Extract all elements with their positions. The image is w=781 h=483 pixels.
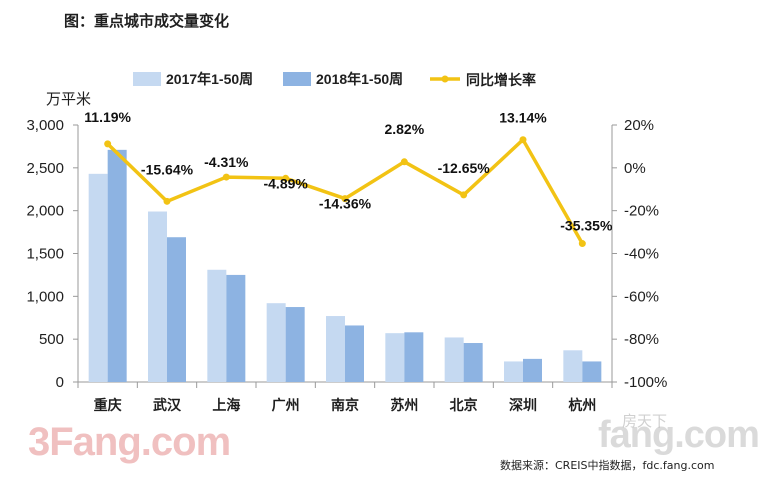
growth-line: 11.19% -15.64% -4.31% -4.89% -14.36% 2.82% -12… bbox=[84, 109, 613, 248]
y-axis-left-unit: 万平米 bbox=[46, 90, 91, 108]
growth-data-label: -14.36% bbox=[319, 196, 372, 212]
category-label: 上海 bbox=[212, 397, 240, 414]
source-note: 数据来源：CREIS中指数据，fdc.fang.com bbox=[500, 459, 715, 472]
category-label: 北京 bbox=[450, 397, 478, 414]
growth-point bbox=[341, 195, 349, 203]
growth-data-label: 11.19% bbox=[84, 109, 131, 125]
category-label: 重庆 bbox=[94, 397, 122, 414]
bar-2017 bbox=[385, 333, 405, 382]
legend-swatch-2018 bbox=[283, 72, 311, 86]
growth-point bbox=[222, 173, 230, 181]
legend-swatch-2017 bbox=[133, 72, 161, 86]
bar-2018 bbox=[404, 332, 424, 382]
bar-2018 bbox=[523, 358, 542, 382]
growth-data-label: 2.82% bbox=[384, 121, 424, 137]
growth-point bbox=[519, 136, 527, 144]
bar-2017 bbox=[444, 337, 464, 382]
y-right-tick-label: 20% bbox=[624, 117, 654, 134]
legend-label-2018: 2018年1-50周 bbox=[316, 71, 403, 87]
category-label: 深圳 bbox=[509, 397, 537, 414]
bar-2017 bbox=[148, 211, 167, 382]
category-labels: 重庆 武汉 上海 广州 南京 苏州 北京 深圳 杭州 bbox=[94, 397, 597, 414]
category-label: 苏州 bbox=[390, 397, 418, 414]
chart-title: 图：重点城市成交量变化 bbox=[64, 12, 230, 30]
growth-data-label: -35.35% bbox=[560, 218, 613, 234]
bar-2017 bbox=[504, 361, 523, 382]
bar-2018 bbox=[463, 343, 483, 382]
growth-point bbox=[578, 240, 586, 248]
bar-2017 bbox=[88, 173, 108, 382]
growth-data-label: -15.64% bbox=[141, 161, 194, 177]
y-right-tick-label: -60% bbox=[624, 288, 659, 305]
bar-2018 bbox=[226, 274, 246, 382]
bar-2018 bbox=[582, 361, 602, 382]
growth-point bbox=[163, 197, 171, 205]
legend-marker-growth bbox=[441, 75, 449, 83]
bar-2018 bbox=[167, 237, 186, 382]
watermark-logo-left: 3Fang.com bbox=[28, 420, 231, 464]
growth-data-label: 13.14% bbox=[499, 110, 547, 126]
bar-2018 bbox=[107, 149, 127, 382]
category-label: 杭州 bbox=[568, 397, 596, 414]
growth-line-path bbox=[106, 137, 584, 245]
y-left-tick-label: 3,000 bbox=[26, 117, 64, 134]
bar-2017 bbox=[266, 303, 286, 382]
category-label: 南京 bbox=[331, 397, 359, 414]
y-right-tick-label: -80% bbox=[624, 331, 659, 348]
bar-2017 bbox=[563, 350, 583, 382]
y-right-tick-label: -20% bbox=[624, 203, 659, 220]
growth-data-label: -4.89% bbox=[263, 175, 308, 191]
bars bbox=[88, 149, 602, 382]
watermark-logo-right: fang.com bbox=[598, 414, 760, 456]
y-left-tick-label: 2,500 bbox=[26, 160, 64, 177]
bar-2017 bbox=[326, 316, 345, 382]
legend-label-2017: 2017年1-50周 bbox=[166, 71, 253, 87]
y-left-tick-label: 0 bbox=[56, 374, 64, 391]
watermark-logo-small: 房天下 bbox=[622, 412, 668, 430]
growth-data-label: -12.65% bbox=[438, 160, 491, 176]
category-label: 广州 bbox=[272, 397, 300, 414]
legend: 2017年1-50周 2018年1-50周 同比增长率 bbox=[133, 71, 536, 88]
growth-point bbox=[460, 191, 468, 199]
y-left-tick-label: 500 bbox=[39, 331, 64, 348]
y-right-tick-label: -100% bbox=[624, 374, 667, 391]
bar-2018 bbox=[345, 325, 364, 382]
y-left-tick-label: 1,500 bbox=[26, 246, 64, 263]
y-right-tick-label: 0% bbox=[624, 160, 646, 177]
y-left-tick-label: 2,000 bbox=[26, 203, 64, 220]
bar-2017 bbox=[207, 269, 227, 382]
y-left-tick-label: 1,000 bbox=[26, 288, 64, 305]
legend-label-growth: 同比增长率 bbox=[466, 72, 536, 88]
growth-data-label: -4.31% bbox=[204, 154, 249, 170]
y-right-tick-label: -40% bbox=[624, 246, 659, 263]
category-label: 武汉 bbox=[153, 397, 182, 414]
growth-point bbox=[400, 158, 408, 166]
growth-point bbox=[282, 174, 290, 182]
growth-point bbox=[104, 140, 112, 148]
bar-2018 bbox=[285, 307, 305, 382]
